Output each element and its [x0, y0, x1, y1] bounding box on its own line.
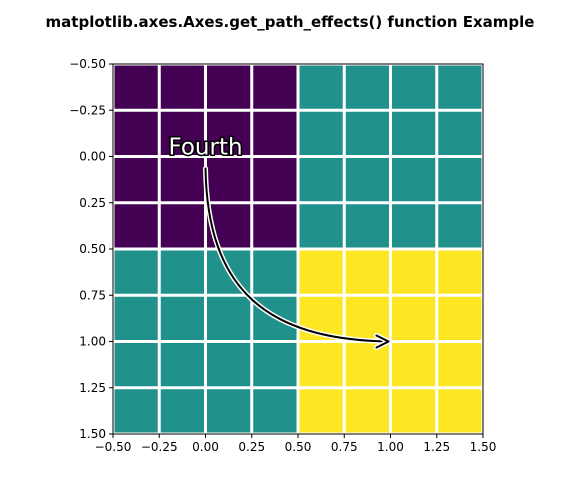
annotation-arrow [204, 167, 390, 343]
x-tick-label: 0.00 [192, 440, 219, 454]
y-axis: −0.50 −0.25 0.00 0.25 0.50 0.75 1.00 1.25 1.50 [69, 57, 113, 441]
y-tick-label: 0.00 [79, 150, 106, 164]
y-tick-label: 0.75 [79, 288, 106, 302]
x-tick-label: 1.00 [377, 440, 404, 454]
x-tick-label: 0.50 [285, 440, 312, 454]
y-tick-label: −0.25 [69, 103, 106, 117]
y-tick-label: 0.50 [79, 242, 106, 256]
y-tick-label: −0.50 [69, 57, 106, 71]
x-tick-label: 1.50 [470, 440, 497, 454]
annotation-label: Fourth [168, 135, 242, 161]
x-axis: −0.50 −0.25 0.00 0.25 0.50 0.75 1.00 1.25 1.50 [95, 434, 497, 454]
x-tick-label: 0.25 [238, 440, 265, 454]
y-tick-label: 0.25 [79, 196, 106, 210]
y-tick-label: 1.50 [79, 427, 106, 441]
x-tick-label: −0.50 [95, 440, 132, 454]
y-tick-label: 1.25 [79, 381, 106, 395]
chart-title: matplotlib.axes.Axes.get_path_effects() … [46, 13, 535, 31]
x-tick-label: 1.25 [423, 440, 450, 454]
annotation: Fourth [167, 133, 391, 350]
y-tick-label: 1.00 [79, 335, 106, 349]
x-tick-label: 0.75 [331, 440, 358, 454]
annotation-arrowhead [375, 334, 390, 349]
x-tick-label: −0.25 [141, 440, 178, 454]
